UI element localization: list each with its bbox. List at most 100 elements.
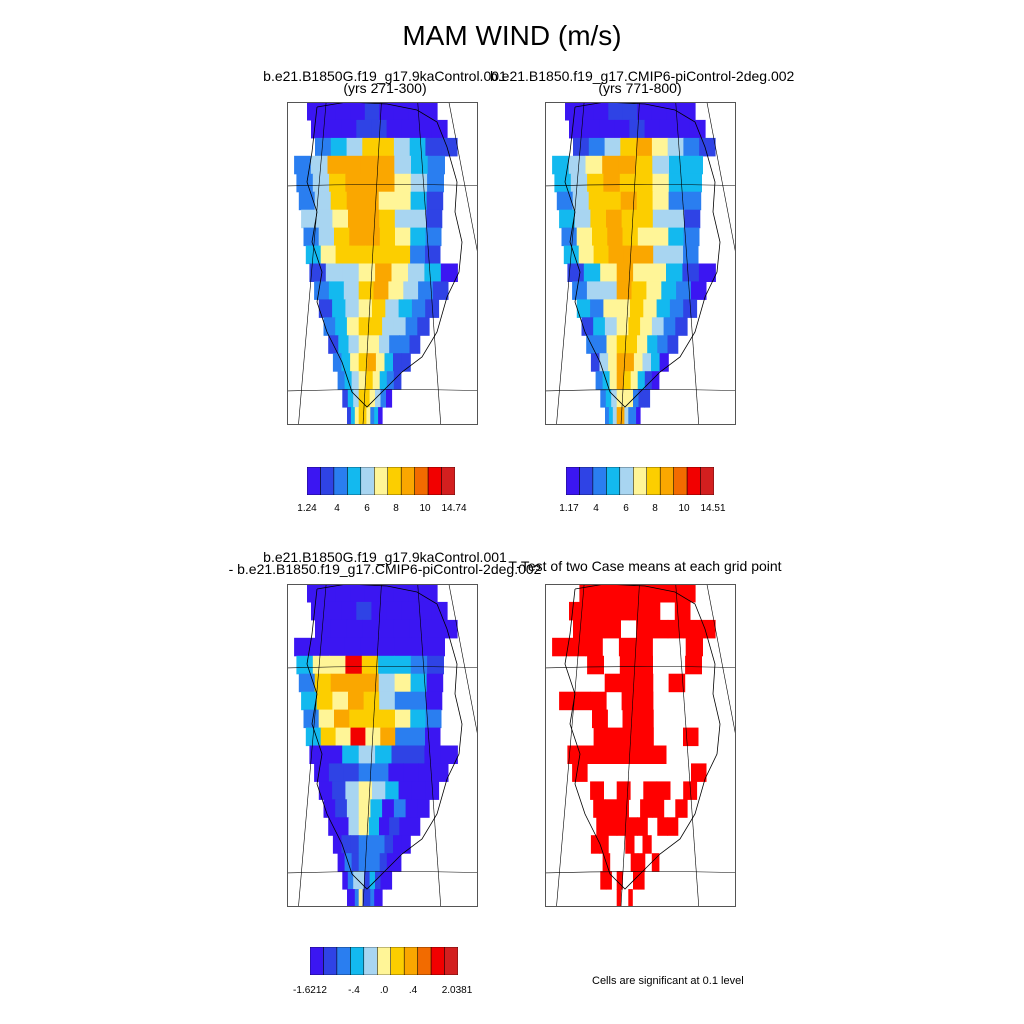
grid-cell [441,137,458,157]
grid-cell [347,889,352,907]
grid-cell [616,817,628,836]
grid-cell [405,317,418,336]
panel2-map [545,102,736,425]
colorbar-swatch [347,466,362,496]
colorbar-swatch [606,466,621,496]
grid-cell [623,371,632,390]
grid-cell [618,155,637,175]
grid-cell [620,137,637,157]
latitude-line [545,666,736,669]
grid-cell [619,173,637,193]
grid-cell [330,619,348,639]
grid-cell [592,227,608,247]
grid-cell [379,709,396,729]
grid-cell [386,371,395,390]
grid-cell [440,745,458,764]
grid-cell [410,191,428,211]
grid-cell [600,871,607,890]
grid-cell [666,263,683,282]
grid-cell [410,209,427,229]
grid-cell [427,637,445,657]
grid-cell [616,299,631,318]
grid-cell [669,155,687,175]
grid-cell [364,389,371,408]
grid-cell [642,835,652,854]
grid-cell [358,317,371,336]
colorbar-swatch [333,466,348,496]
grid-cell [394,173,412,193]
grid-cell [559,209,576,229]
panel1-colorbar [306,466,456,500]
grid-cell [651,371,660,390]
grid-cell [409,137,427,157]
grid-cell [637,227,654,247]
colorbar-swatch [390,946,405,976]
coastline [564,102,721,408]
grid-cell [370,407,375,425]
grid-cell [675,799,688,818]
grid-cell [338,817,350,836]
panel4-cells [552,584,716,907]
grid-cell [691,763,707,782]
grid-cell [637,584,653,603]
grid-cell [596,335,608,354]
grid-cell [298,673,316,693]
grid-cell [684,191,702,211]
grid-cell [309,745,327,764]
grid-cell [405,799,418,818]
grid-cell [327,155,345,175]
grid-cell [362,191,380,211]
grid-cell [621,691,638,711]
grid-cell [633,263,651,282]
grid-cell [635,637,653,657]
meridian-line [448,102,478,257]
grid-cell [667,137,685,157]
grid-cell [561,227,578,247]
grid-cell [616,371,625,390]
grid-cell [408,102,424,121]
grid-cell [636,619,653,639]
panel1-cbar-label-2: 6 [364,503,370,514]
grid-cell [342,263,360,282]
grid-cell [668,227,685,247]
grid-cell [637,371,646,390]
grid-cell [642,353,652,372]
grid-cell [631,281,647,300]
grid-cell [372,781,386,800]
panel2-cbar-label-2: 6 [623,503,629,514]
grid-cell [343,281,360,300]
colorbar-swatch [360,466,375,496]
grid-cell [326,119,342,139]
grid-cell [393,102,409,121]
grid-cell [364,709,381,729]
grid-cell [426,209,443,229]
colorbar-swatch [306,466,321,496]
grid-cell [394,209,411,229]
panel3-map-overlay [287,584,478,907]
grid-cell [425,137,442,157]
colorbar-swatch [633,466,648,496]
grid-cell [619,655,637,675]
grid-cell [372,371,381,390]
grid-cell [379,227,396,247]
grid-cell [362,407,368,425]
grid-cell [683,781,698,800]
panel1-cbar-label-1: 4 [334,503,340,514]
grid-cell [668,209,685,229]
grid-cell [638,871,645,890]
grid-cell [638,245,654,265]
grid-cell [358,353,368,372]
grid-cell [330,191,348,211]
grid-cell [361,655,379,675]
colorbar-swatch [686,466,701,496]
grid-cell [651,584,667,603]
grid-cell [399,817,411,836]
grid-cell [356,119,372,139]
grid-cell [296,173,314,193]
panel2-title: b.e21.B1850.f19_g17.CMIP6-piControl-2deg… [490,68,795,84]
grid-cell [394,155,412,175]
grid-cell [425,299,440,318]
grid-cell [698,263,716,282]
panel3-colorbar [309,946,459,980]
grid-cell [628,317,641,336]
